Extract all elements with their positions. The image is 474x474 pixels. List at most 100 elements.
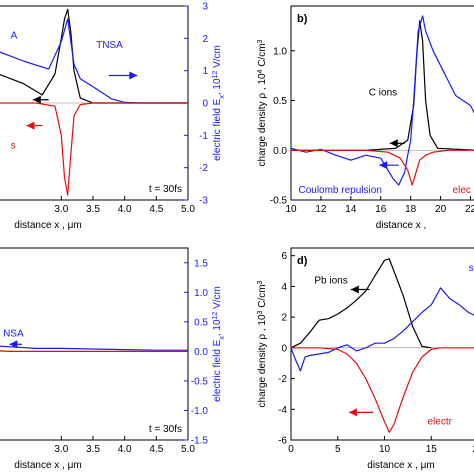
y-axis-label: charge density ρ , 104 C/cm3 bbox=[257, 39, 269, 166]
y-tick-label: -1.5 bbox=[191, 436, 209, 447]
x-tick-label: 16 bbox=[375, 204, 387, 215]
y-axis-label-main: electric field E bbox=[212, 98, 223, 161]
y-axis-label-main: charge density ρ , 10 bbox=[257, 73, 268, 166]
y-axis-label: electric field Ex, 1012 V/cm bbox=[212, 286, 226, 402]
series-line bbox=[291, 149, 474, 186]
y-tick-label: 1.5 bbox=[194, 258, 208, 269]
y-axis-label-exp2: 3 bbox=[257, 280, 264, 284]
arrowhead bbox=[389, 139, 398, 148]
annotation-label: TNSA bbox=[96, 40, 123, 51]
annotation-label: electr bbox=[428, 417, 453, 428]
arrowhead bbox=[32, 95, 41, 104]
x-tick-label: 3.0 bbox=[54, 444, 68, 455]
annotation-label: C ions bbox=[369, 88, 397, 99]
y-tick-label: 4 bbox=[281, 282, 287, 293]
y-axis-label-tail: V/cm bbox=[212, 286, 223, 312]
annotation-label: NSA bbox=[3, 329, 24, 340]
x-tick-label: 0 bbox=[288, 444, 294, 455]
y-tick-label: 0 bbox=[202, 99, 208, 110]
y-axis-label-main: electric field E bbox=[212, 339, 223, 402]
y-tick-label: 1 bbox=[202, 66, 208, 77]
x-axis-label: distance x , μm bbox=[367, 460, 434, 471]
series-line bbox=[290, 287, 474, 372]
series-line bbox=[0, 102, 188, 196]
y-axis-label-sub: x bbox=[219, 336, 226, 340]
series-line bbox=[291, 347, 474, 433]
annotation-label: A bbox=[11, 30, 18, 41]
y-axis-label-exp: 3 bbox=[257, 310, 264, 314]
y-tick-label: 0.5 bbox=[273, 96, 287, 107]
y-axis-label-unit: , 10 bbox=[212, 78, 223, 95]
arrowhead bbox=[26, 121, 35, 130]
x-tick-label: 18 bbox=[405, 204, 417, 215]
arrowhead bbox=[348, 408, 357, 417]
x-tick-label: 4.5 bbox=[149, 204, 163, 215]
y-axis-label-unit: , 10 bbox=[212, 319, 223, 336]
series-line bbox=[290, 15, 474, 186]
y-axis-label-exp2: 3 bbox=[257, 39, 264, 43]
x-tick-label: 4.5 bbox=[149, 444, 163, 455]
panel-b: 10 12 14 16 18 20 22 1.0 0.5 0.0 -0.5 C ions Coulomb… bbox=[257, 5, 474, 231]
y-axis-label-unit: C/cm bbox=[257, 284, 268, 310]
x-tick-label: 14 bbox=[345, 204, 357, 215]
series-line bbox=[290, 258, 432, 349]
y-tick-label: -3 bbox=[199, 196, 208, 207]
time-label: t = 30fs bbox=[149, 184, 182, 195]
y-tick-label: -4 bbox=[278, 405, 287, 416]
y-tick-label: 1.0 bbox=[273, 46, 287, 57]
y-tick-label: -0.5 bbox=[191, 376, 209, 387]
x-tick-label: 3.5 bbox=[86, 204, 100, 215]
x-tick-label: 15 bbox=[426, 444, 438, 455]
panel-c: 3.0 3.5 4.0 4.5 5.0 1.5 1.0 0.5 0.0 -0.5 -1.0 -1.5 N… bbox=[0, 247, 226, 471]
y-tick-label: -1.0 bbox=[191, 406, 209, 417]
plot-frame bbox=[290, 5, 474, 201]
x-tick-label: 20 bbox=[435, 204, 447, 215]
y-tick-label: -6 bbox=[278, 436, 287, 447]
annotation-label: Pb ions bbox=[314, 275, 347, 286]
y-axis-label-sub: x bbox=[219, 95, 226, 99]
y-tick-label: 0.0 bbox=[194, 347, 208, 358]
y-tick-label: 2 bbox=[202, 34, 208, 45]
y-axis-label-exp: 12 bbox=[212, 312, 219, 320]
y-tick-label: 3 bbox=[202, 2, 208, 13]
panel-letter: b) bbox=[297, 13, 308, 25]
y-axis-label: charge density ρ , 103 C/cm3 bbox=[257, 280, 269, 407]
x-tick-label: 10 bbox=[379, 444, 391, 455]
x-tick-label: 5 bbox=[335, 444, 341, 455]
arrowhead bbox=[129, 71, 138, 80]
y-tick-label: -0.5 bbox=[270, 196, 288, 207]
y-tick-label: 2 bbox=[281, 313, 287, 324]
x-tick-label: 22 bbox=[465, 204, 474, 215]
annotation-label: s bbox=[469, 263, 474, 274]
y-tick-label: 0.5 bbox=[194, 317, 208, 328]
arrowhead bbox=[9, 340, 18, 349]
series-line bbox=[0, 345, 188, 351]
arrowhead bbox=[350, 285, 359, 294]
x-tick-label: 4.0 bbox=[118, 444, 132, 455]
y-axis-label: electric field Ex, 1012 V/cm bbox=[212, 45, 226, 161]
y-tick-label: 0 bbox=[281, 343, 287, 354]
series-line bbox=[0, 8, 188, 104]
series-line bbox=[0, 18, 188, 104]
x-tick-label: 3.5 bbox=[86, 444, 100, 455]
y-axis-label-main: charge density ρ , 10 bbox=[257, 314, 268, 407]
y-tick-label: 0.0 bbox=[273, 146, 287, 157]
x-tick-label: 5.0 bbox=[181, 204, 195, 215]
y-axis-label-exp: 4 bbox=[257, 69, 264, 73]
time-label: t = 30fs bbox=[149, 424, 182, 435]
panel-letter: d) bbox=[297, 255, 308, 267]
annotation-label: Coulomb repulsion bbox=[298, 185, 381, 196]
panel-d: 051015206420-2-4-6Pb ionsselectrdistance… bbox=[257, 247, 474, 471]
series-line bbox=[291, 20, 474, 151]
y-tick-label: -2 bbox=[278, 374, 287, 385]
arrowhead bbox=[379, 161, 388, 170]
x-tick-label: 5.0 bbox=[181, 444, 195, 455]
annotation-label: elec bbox=[453, 185, 471, 196]
y-tick-label: 6 bbox=[281, 251, 287, 262]
x-axis-label: distance x , μm bbox=[14, 220, 81, 231]
x-tick-label: 10 bbox=[285, 204, 297, 215]
y-axis-label-exp: 12 bbox=[212, 71, 219, 79]
annotation-label: s bbox=[11, 140, 16, 151]
x-tick-label: 12 bbox=[315, 204, 327, 215]
